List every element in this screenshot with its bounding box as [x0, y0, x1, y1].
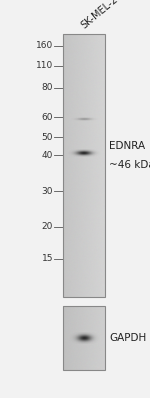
Text: 160: 160 [36, 41, 53, 50]
Text: 15: 15 [42, 254, 53, 263]
Text: 20: 20 [42, 222, 53, 231]
Text: EDNRA: EDNRA [109, 141, 145, 151]
Bar [63, 306, 105, 370]
Text: 50: 50 [42, 133, 53, 142]
Text: SK-MEL-28: SK-MEL-28 [80, 0, 125, 31]
Text: 40: 40 [42, 151, 53, 160]
Text: ~46 kDa: ~46 kDa [109, 160, 150, 170]
Text: 110: 110 [36, 61, 53, 70]
Text: 30: 30 [42, 187, 53, 195]
Text: 80: 80 [42, 83, 53, 92]
Text: GAPDH: GAPDH [109, 333, 146, 343]
Text: 60: 60 [42, 113, 53, 122]
Bar [63, 34, 105, 297]
